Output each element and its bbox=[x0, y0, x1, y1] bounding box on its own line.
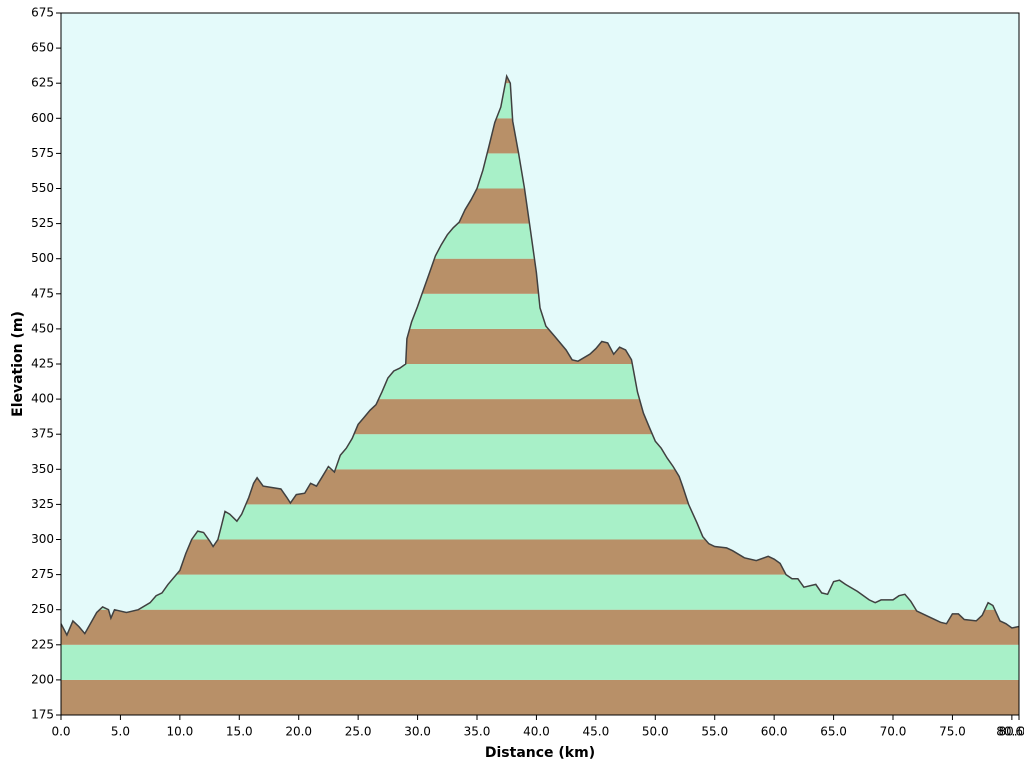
y-tick-label: 350 bbox=[31, 462, 54, 476]
y-tick-label: 425 bbox=[31, 357, 54, 371]
x-axis-label: Distance (km) bbox=[485, 745, 595, 761]
y-tick-label: 500 bbox=[31, 251, 54, 265]
y-tick-label: 200 bbox=[31, 672, 54, 686]
x-tick-label: 70.0 bbox=[880, 725, 907, 739]
x-tick-label: 75.0 bbox=[939, 725, 966, 739]
x-tick-label: 35.0 bbox=[464, 725, 491, 739]
x-tick-label: 50.0 bbox=[642, 725, 669, 739]
elevation-band bbox=[61, 644, 1019, 680]
y-tick-label: 600 bbox=[31, 111, 54, 125]
x-tick-label: 30.0 bbox=[404, 725, 431, 739]
y-tick-label: 250 bbox=[31, 602, 54, 616]
y-tick-label: 650 bbox=[31, 41, 54, 55]
x-tick-label: 60.0 bbox=[761, 725, 788, 739]
x-tick-label: 45.0 bbox=[583, 725, 610, 739]
elevation-line bbox=[60, 73, 1020, 637]
x-tick-label: 25.0 bbox=[345, 725, 372, 739]
x-tick-label: 0.0 bbox=[51, 725, 70, 739]
y-tick-label: 225 bbox=[31, 637, 54, 651]
x-tick-label: 10.0 bbox=[166, 725, 193, 739]
elevation-band bbox=[61, 679, 1019, 715]
y-tick-label: 475 bbox=[31, 286, 54, 300]
x-tick-label: 20.0 bbox=[285, 725, 312, 739]
elevation-band bbox=[61, 609, 1019, 645]
y-tick-label: 525 bbox=[31, 216, 54, 230]
y-tick-label: 400 bbox=[31, 392, 54, 406]
y-tick-label: 675 bbox=[31, 6, 54, 20]
y-tick-label: 300 bbox=[31, 532, 54, 546]
y-tick-label: 375 bbox=[31, 427, 54, 441]
y-tick-label: 575 bbox=[31, 146, 54, 160]
x-tick-label: 15.0 bbox=[226, 725, 253, 739]
y-tick-label: 275 bbox=[31, 567, 54, 581]
y-tick-label: 175 bbox=[31, 708, 54, 722]
x-tick-label: 55.0 bbox=[701, 725, 728, 739]
y-tick-label: 325 bbox=[31, 497, 54, 511]
x-tick-label: 80.6 bbox=[996, 725, 1023, 739]
y-tick-label: 550 bbox=[31, 181, 54, 195]
x-tick-label: 80.0 bbox=[999, 725, 1024, 739]
x-tick-label: 65.0 bbox=[820, 725, 847, 739]
x-tick-label: 5.0 bbox=[111, 725, 130, 739]
y-axis-label: Elevation (m) bbox=[10, 311, 26, 417]
x-tick-label: 40.0 bbox=[523, 725, 550, 739]
y-tick-label: 625 bbox=[31, 76, 54, 90]
y-tick-label: 450 bbox=[31, 321, 54, 335]
